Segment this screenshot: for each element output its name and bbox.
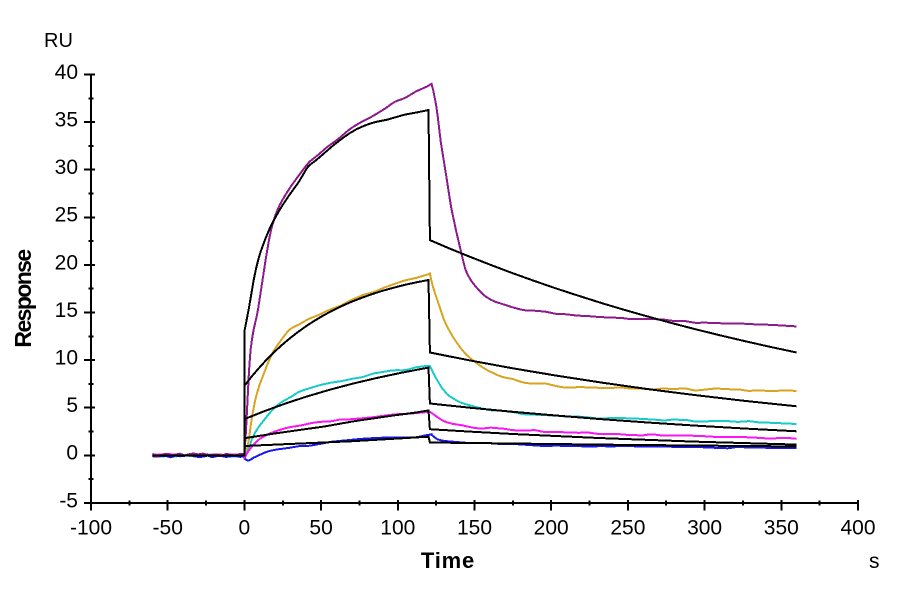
svg-text:25: 25 xyxy=(55,204,78,227)
svg-text:-100: -100 xyxy=(70,517,112,540)
svg-text:300: 300 xyxy=(687,517,722,540)
svg-text:Time: Time xyxy=(421,548,475,573)
svg-text:50: 50 xyxy=(309,517,332,540)
svg-text:400: 400 xyxy=(840,517,875,540)
svg-text:15: 15 xyxy=(55,299,78,322)
svg-text:5: 5 xyxy=(66,394,78,417)
svg-text:40: 40 xyxy=(55,61,78,84)
svg-text:100: 100 xyxy=(380,517,415,540)
svg-text:200: 200 xyxy=(534,517,569,540)
svg-text:150: 150 xyxy=(457,517,492,540)
svg-text:30: 30 xyxy=(55,156,78,179)
svg-text:0: 0 xyxy=(239,517,251,540)
svg-text:10: 10 xyxy=(55,347,78,370)
svg-text:35: 35 xyxy=(55,109,78,132)
svg-text:-5: -5 xyxy=(59,489,78,512)
svg-text:0: 0 xyxy=(66,442,78,465)
svg-text:350: 350 xyxy=(764,517,799,540)
svg-text:250: 250 xyxy=(610,517,645,540)
svg-text:s: s xyxy=(869,550,880,573)
svg-text:20: 20 xyxy=(55,251,78,274)
svg-text:Response: Response xyxy=(10,250,36,348)
svg-text:RU: RU xyxy=(44,30,73,52)
svg-text:-50: -50 xyxy=(153,517,183,540)
